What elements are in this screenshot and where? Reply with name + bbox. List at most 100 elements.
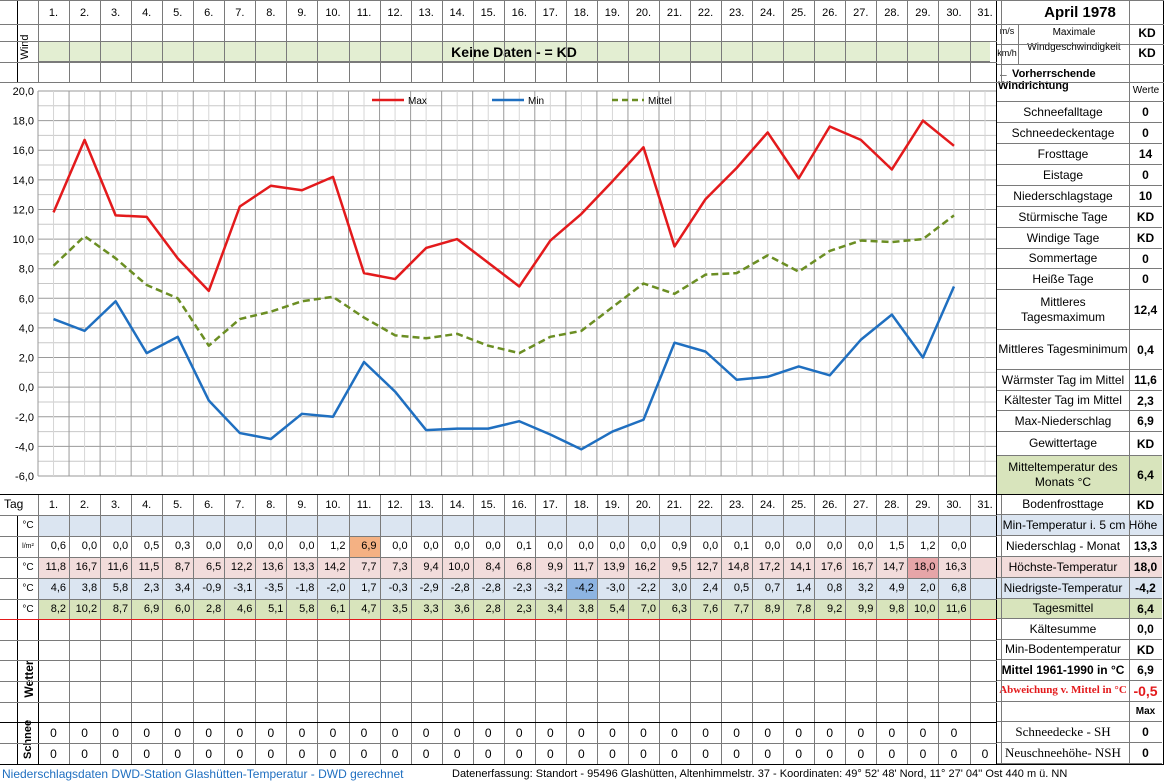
row-precip-value: 0,0 (640, 540, 656, 552)
row-max-value: 13,6 (261, 561, 284, 573)
row-max-value: 9,4 (423, 561, 439, 573)
row-max-value: 14,8 (727, 561, 750, 573)
row-mean-value: 4,7 (361, 603, 377, 615)
row-precip-value: 0,0 (206, 540, 222, 552)
header-day: 22. (697, 7, 714, 19)
table-day: 24. (760, 499, 776, 511)
weather-value: 6,9 (1129, 660, 1162, 681)
snow-sh-value: 0 (329, 725, 337, 740)
row-label-min: Niedrigste-Temperatur (997, 578, 1129, 599)
row-precip-value: 0,6 (50, 540, 67, 552)
snow-nsh-value: 0 (329, 746, 337, 761)
row-precip-value: 0,0 (81, 540, 98, 552)
row-max-value: 16,7 (75, 561, 98, 573)
snow-sh-value: 0 (143, 725, 150, 740)
header-day: 27. (853, 7, 869, 19)
table-day: 12. (387, 499, 403, 511)
table-day: 9. (297, 499, 307, 511)
snow-sh-value: 0 (391, 725, 399, 740)
unit-ms: m/s (999, 26, 1015, 36)
header-day: 20. (635, 7, 652, 19)
row-mean-value: 6,9 (143, 603, 160, 615)
series-line-min (53, 285, 956, 451)
stat-label: Bodenfrosttage (997, 495, 1129, 515)
row-label-precip: Niederschlag - Monat (997, 536, 1129, 557)
snow-sh-value: 0 (950, 725, 958, 740)
snow-sh-value: 0 (888, 725, 896, 740)
snow-nsh-value: 0 (919, 746, 927, 761)
row-bg-precip (38, 536, 1001, 557)
y-tick-label: 0,0 (19, 382, 34, 394)
stat-value: KD (1129, 228, 1162, 249)
row-total-max: 18,0 (1129, 557, 1162, 578)
snow-nsh-value: 0 (453, 746, 461, 761)
blank-cell (997, 702, 1129, 722)
snow-sh-value: 0 (733, 725, 740, 740)
snow-sh-value: 0 (857, 725, 865, 740)
weather-label-row: Mittel 1961-1990 in °C (997, 660, 1129, 681)
row-max-value: 9,5 (671, 561, 688, 573)
snow-sh-value: 0 (640, 725, 647, 740)
row-mean-value: 5,1 (268, 603, 284, 615)
snow-nsh-value: 0 (609, 746, 616, 761)
row-min-value: -1,8 (295, 582, 315, 594)
snow-sh-value: 0 (764, 725, 771, 740)
row-min-value: -2,3 (512, 582, 532, 594)
row-precip-value: 0,0 (795, 540, 812, 552)
snow-sh-value: 0 (671, 725, 678, 740)
snow-nsh-value: 0 (50, 746, 57, 761)
row-min-value: 0,8 (827, 582, 843, 594)
header-day: 5. (173, 7, 183, 19)
table-day: 25. (791, 499, 807, 511)
row-min-value: 1,4 (795, 582, 812, 594)
row-max-value: 17,6 (820, 561, 843, 573)
snow-sh-value: 0 (546, 725, 554, 740)
row-max-value: 12,2 (230, 561, 253, 573)
snow-sh-value: 0 (826, 725, 834, 740)
snow-nsh-value: 0 (857, 746, 865, 761)
row-min-value: 0,5 (733, 582, 750, 594)
snow-label-sh: Schneedecke - SH (997, 722, 1129, 743)
table-day: 18. (573, 499, 590, 511)
row-mean-value: 11,6 (945, 603, 967, 615)
row-max-value: 14,7 (882, 561, 905, 573)
snow-nsh-value: 0 (640, 746, 647, 761)
snow-label: Schnee (22, 719, 34, 759)
row-mean-value: 4,6 (237, 603, 253, 615)
stat-label: Frosttage (997, 144, 1129, 165)
max-wind-label: Maximale Windgeschwindigkeit (1027, 27, 1121, 53)
snow-sh-value: 0 (578, 725, 585, 740)
header-day: 19. (604, 7, 621, 19)
table-day: 21. (666, 499, 683, 511)
header-day: 26. (822, 7, 838, 19)
row-bg-min-5cm (38, 515, 1001, 536)
row-precip-value: 0,3 (174, 540, 191, 552)
row-mean-value: 10,2 (75, 603, 98, 615)
table-day: 14. (449, 499, 465, 511)
stat-label: Heiße Tage (997, 269, 1129, 290)
row-min-value: -2,2 (637, 582, 656, 594)
row-max-value: 8,7 (174, 561, 191, 573)
table-day: 23. (728, 499, 745, 511)
row-unit: °C (22, 562, 34, 573)
row-unit: l/m² (22, 543, 34, 550)
snow-sh-value: 0 (81, 725, 88, 740)
table-day: 4. (142, 499, 152, 511)
weather-value: -0,5 (1129, 681, 1162, 702)
snow-sh-value: 0 (298, 725, 306, 740)
stat-value: KD (1129, 207, 1162, 228)
snow-nsh-value: 0 (826, 746, 834, 761)
table-day: 26. (822, 499, 838, 511)
row-bg-min (38, 578, 1001, 599)
stat-label: Gewittertage (997, 432, 1129, 456)
row-min-value: -3,0 (605, 582, 625, 594)
snow-total-nsh: 0 (1129, 743, 1162, 764)
table-day: 3. (111, 499, 121, 511)
row-mean-value: 2,3 (516, 603, 532, 615)
row-precip-value: 0,9 (671, 540, 688, 552)
y-tick-label: 16,0 (13, 145, 34, 157)
footer-left: Niederschlagsdaten DWD-Station Glashütte… (2, 767, 404, 781)
row-precip-value: 0,1 (516, 540, 532, 552)
table-day: 6. (204, 499, 214, 511)
row-max-value: 14,2 (324, 561, 346, 573)
